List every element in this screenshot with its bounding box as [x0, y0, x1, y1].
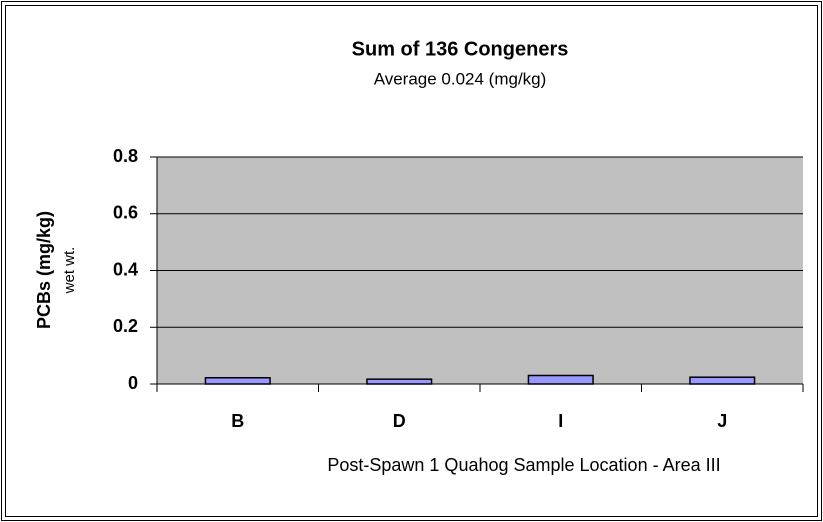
y-tick-label: 0.6 — [113, 203, 138, 223]
bar — [204, 377, 271, 385]
x-tick-label: D — [393, 411, 406, 431]
x-tick-label: J — [717, 411, 727, 431]
y-tick-label: 0 — [128, 373, 138, 393]
chart-subtitle: Average 0.024 (mg/kg) — [374, 69, 547, 88]
x-axis-label: Post-Spawn 1 Quahog Sample Location - Ar… — [327, 455, 720, 475]
y-tick-label: 0.4 — [113, 259, 138, 279]
inner-frame — [5, 5, 818, 517]
chart-title: Sum of 136 Congeners — [352, 38, 569, 60]
bar — [366, 378, 433, 385]
y-axis-label: wet wt. — [61, 247, 78, 295]
bar — [689, 376, 756, 385]
y-tick-label: 0.2 — [113, 316, 138, 336]
x-tick-label: I — [558, 411, 563, 431]
bar — [527, 374, 594, 385]
y-axis-label: PCBs (mg/kg) — [34, 211, 54, 329]
x-tick-label: B — [231, 411, 244, 431]
y-tick-label: 0.8 — [113, 146, 138, 166]
